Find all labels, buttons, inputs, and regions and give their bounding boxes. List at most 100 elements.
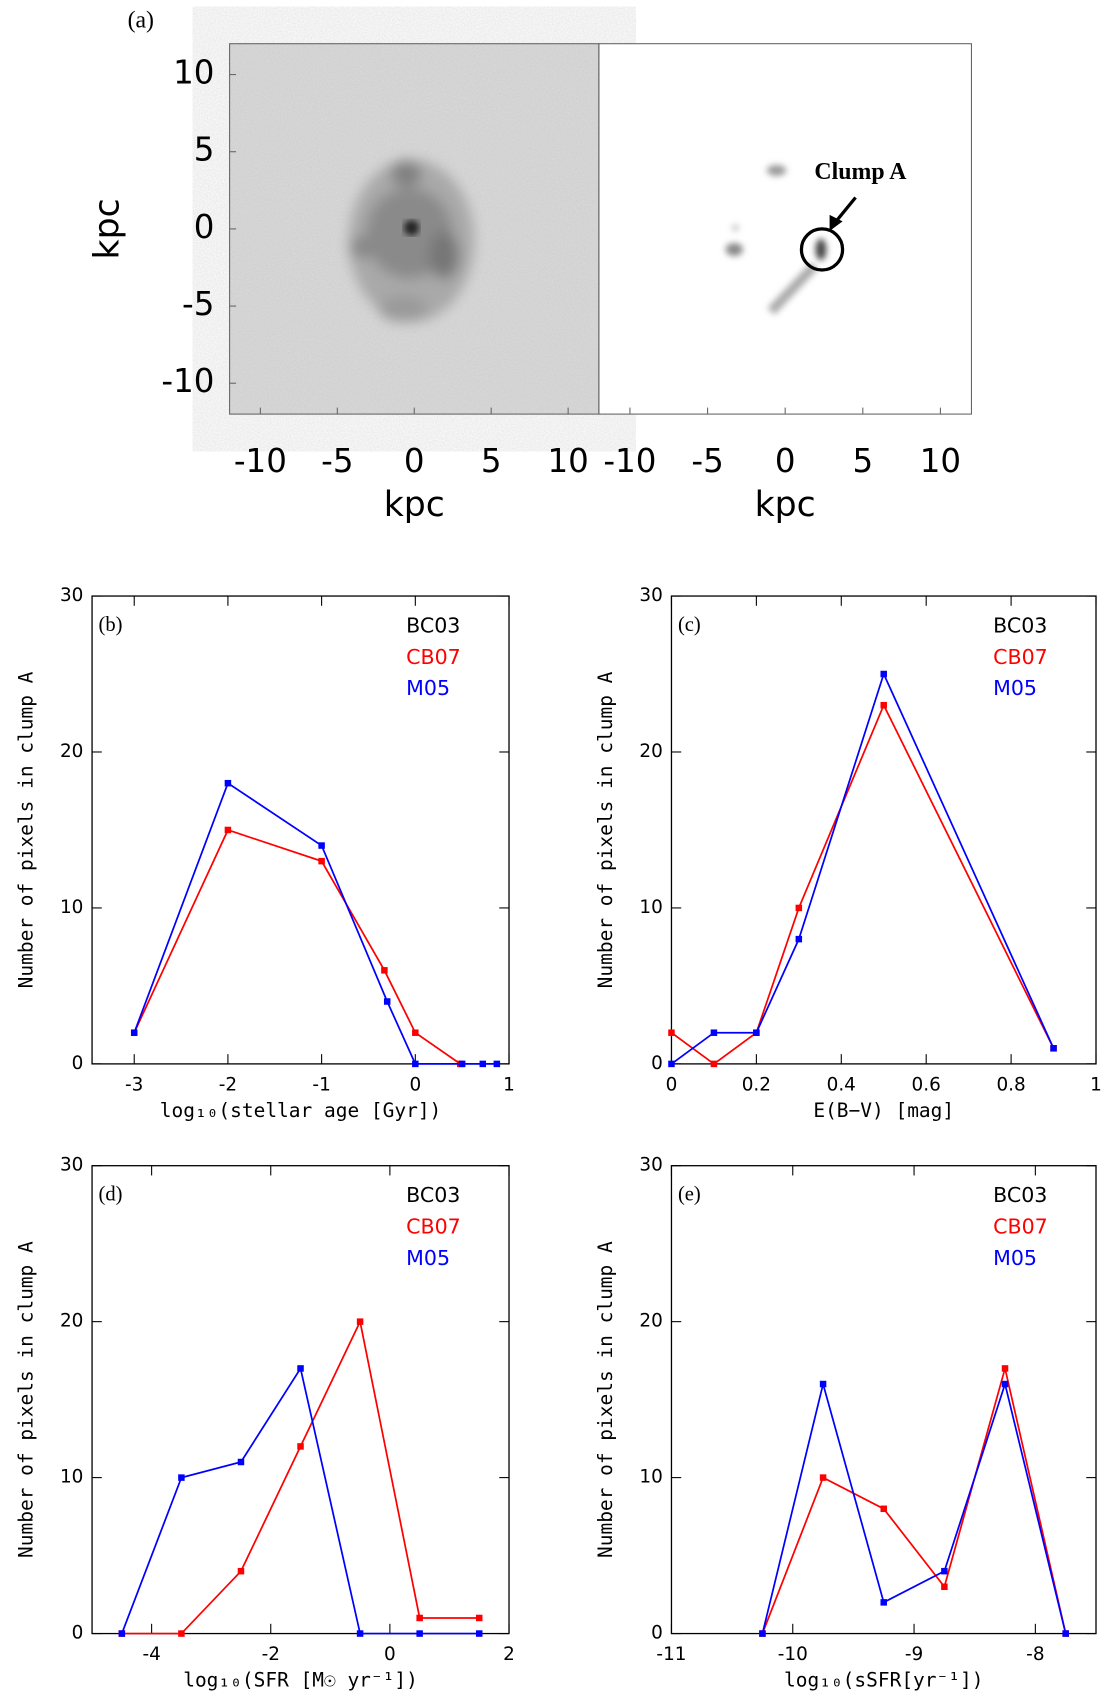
data-point — [118, 1630, 126, 1637]
y-tick-label: 30 — [639, 1155, 662, 1176]
plot-frame — [670, 1165, 1097, 1635]
y-axis-label: Number of pixels in clump A — [594, 1241, 617, 1558]
image-background — [598, 43, 972, 415]
data-point — [416, 1614, 423, 1622]
y-axis-label: Number of pixels in clump A — [594, 671, 617, 988]
clumps — [725, 164, 827, 315]
panel-label: (b) — [99, 614, 123, 636]
y-tick-label: 0 — [651, 1053, 663, 1074]
x-axis-label: kpc — [755, 485, 816, 525]
y-tick-label: 10 — [173, 54, 214, 92]
x-tick-label: 0.8 — [996, 1075, 1025, 1096]
data-point — [795, 935, 803, 943]
legend-entry: BC03 — [406, 1183, 460, 1207]
x-tick-label: -5 — [321, 442, 353, 480]
panel-label: (d) — [99, 1184, 123, 1206]
x-tick-label: -10 — [234, 442, 287, 480]
data-point — [668, 1060, 675, 1068]
galaxy-core — [403, 220, 420, 236]
legend-entry: M05 — [406, 676, 450, 700]
legend-entry: CB07 — [406, 645, 461, 669]
y-tick-label: 30 — [639, 585, 662, 606]
series-line — [761, 1380, 1067, 1634]
x-tick-label: -10 — [778, 1644, 808, 1665]
x-tick-label: -3 — [125, 1075, 143, 1096]
series-line — [133, 828, 461, 1065]
y-tick-label: 10 — [639, 1467, 662, 1488]
data-point — [356, 1630, 364, 1637]
data-point — [880, 1599, 887, 1606]
y-tick-label: 30 — [60, 585, 83, 606]
y-tick-label: -10 — [161, 362, 214, 400]
x-tick-label: 5 — [481, 442, 502, 480]
x-tick-label: 0 — [409, 1075, 421, 1096]
data-point — [416, 1630, 423, 1637]
series-line — [133, 781, 497, 1065]
y-tick-label: 0 — [194, 208, 215, 246]
y-axis-label: Number of pixels in clump A — [15, 1241, 38, 1558]
series-line — [761, 1368, 1067, 1634]
x-tick-label: 0 — [775, 442, 796, 480]
plot-frame — [91, 595, 510, 1065]
x-tick-label: -2 — [219, 1075, 237, 1096]
x-tick-label: 1 — [503, 1075, 515, 1096]
plot-frame — [91, 1165, 510, 1635]
x-tick-label: -8 — [1026, 1644, 1044, 1665]
data-point — [880, 701, 887, 709]
right-image — [598, 43, 972, 415]
legend-entry: BC03 — [993, 1183, 1047, 1207]
x-tick-label: 10 — [547, 442, 588, 480]
data-point — [941, 1583, 948, 1591]
data-point — [880, 670, 887, 678]
panel-label: (e) — [678, 1184, 701, 1206]
left-image — [229, 43, 599, 415]
x-tick-label: 0.4 — [827, 1075, 856, 1096]
data-point — [318, 857, 325, 865]
data-point — [297, 1365, 304, 1372]
data-point — [1001, 1380, 1009, 1388]
y-tick-label: 0 — [72, 1623, 84, 1644]
x-axis-label: log₁₀(sSFR[yr⁻¹]) — [784, 1669, 983, 1692]
x-tick-label: 1 — [1090, 1075, 1102, 1096]
clump-circle — [799, 227, 845, 272]
panel-label: (c) — [678, 614, 701, 636]
data-point — [795, 904, 803, 912]
data-point — [412, 1029, 419, 1036]
x-tick-label: 0 — [404, 442, 425, 480]
x-axis-label: E(B−V) [mag] — [813, 1099, 954, 1122]
data-point — [297, 1443, 304, 1450]
data-point — [224, 826, 232, 834]
data-point — [479, 1060, 487, 1068]
data-point — [819, 1474, 827, 1481]
data-point — [381, 967, 388, 974]
x-tick-label: 0.6 — [912, 1075, 941, 1096]
x-tick-label: -10 — [603, 442, 656, 480]
x-tick-label: -2 — [262, 1644, 280, 1665]
x-tick-label: 0.2 — [742, 1075, 771, 1096]
y-axis-label: Number of pixels in clump A — [15, 671, 38, 988]
y-tick-label: 0 — [72, 1053, 84, 1074]
x-axis-label: kpc — [384, 485, 445, 525]
data-point — [941, 1567, 948, 1575]
y-tick-label: 20 — [60, 741, 83, 762]
y-tick-label: 10 — [60, 897, 83, 918]
legend-entry: M05 — [993, 1246, 1037, 1270]
arrow-head — [829, 214, 843, 232]
y-tick-label: 20 — [60, 1311, 83, 1332]
y-tick-label: -5 — [182, 285, 214, 323]
data-point — [224, 779, 232, 787]
legend-entry: CB07 — [993, 645, 1048, 669]
y-tick-label: 0 — [651, 1623, 663, 1644]
arrow — [834, 196, 857, 223]
y-axis-label: kpc — [87, 198, 127, 259]
data-point — [710, 1029, 718, 1036]
x-tick-label: 2 — [503, 1644, 515, 1665]
data-point — [318, 842, 325, 849]
x-tick-label: 5 — [852, 442, 873, 480]
data-point — [178, 1474, 185, 1481]
legend-entry: CB07 — [993, 1214, 1048, 1238]
series-line — [121, 1366, 480, 1635]
legend-entry: CB07 — [406, 1214, 461, 1238]
data-point — [1001, 1365, 1009, 1372]
